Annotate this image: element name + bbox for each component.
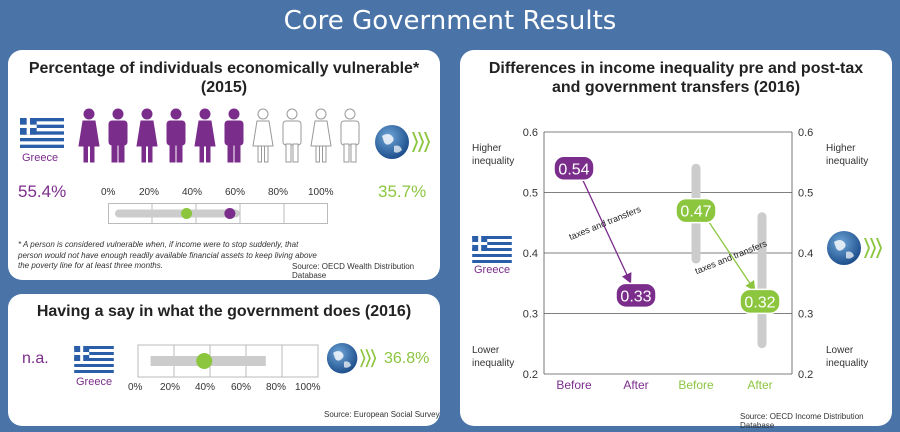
person-icon-vulnerable — [194, 108, 216, 163]
x-label: Before — [678, 378, 714, 392]
oecd-logo-icon — [326, 342, 377, 374]
person-icon — [282, 108, 302, 163]
inequality-panel: Differences in income inequality pre and… — [460, 50, 892, 430]
oecd-before-label: 0.47 — [680, 204, 711, 221]
x-label: After — [623, 378, 648, 392]
oecd-value: 35.7% — [378, 182, 427, 201]
having-say-scale — [137, 344, 319, 378]
scale-tick: 20% — [160, 382, 181, 393]
oecd-logo-icon — [827, 231, 882, 265]
y-tick-label: 0.2 — [523, 369, 538, 381]
greece-label: Greece — [474, 264, 511, 276]
person-icon-vulnerable — [78, 108, 100, 163]
x-label: Before — [556, 378, 592, 392]
vulnerability-scale — [108, 203, 328, 224]
greece-dot — [224, 208, 236, 219]
oecd-logo-icon — [375, 125, 430, 159]
person-icon-vulnerable — [136, 108, 158, 163]
people-icons — [78, 108, 360, 163]
oecd-after-pill — [739, 288, 781, 315]
lower-inequality-right: Lower inequality — [826, 345, 869, 369]
y-tick-label: 0.6 — [798, 127, 813, 139]
vulnerability-note: * A person is considered vulnerable when… — [18, 240, 317, 270]
y-tick-label: 0.4 — [523, 248, 538, 260]
y-tick-label: 0.6 — [523, 127, 538, 139]
greece-after-label: 0.33 — [620, 288, 651, 305]
person-icon — [310, 108, 332, 163]
oecd-value: 36.8% — [384, 350, 430, 367]
oecd-dot — [196, 353, 213, 369]
scale-tick: 100% — [295, 382, 321, 393]
page-title: Core Government Results — [283, 6, 617, 36]
greece-arrow — [581, 178, 632, 284]
x-label: After — [747, 378, 772, 392]
person-icon — [340, 108, 360, 163]
scale-tick: 0% — [128, 382, 143, 393]
oecd-arrow — [707, 220, 756, 292]
arrow-label: taxes and transfers — [568, 204, 643, 242]
vulnerability-panel: Percentage of individuals economically v… — [8, 50, 440, 280]
inequality-source: Source: OECD Income Distribution Databas… — [740, 412, 864, 430]
scale-tick: 80% — [266, 382, 287, 393]
greece-label: Greece — [22, 152, 59, 164]
person-icon — [252, 108, 274, 163]
greece-flag-icon — [472, 236, 512, 263]
vulnerability-title: Percentage of individuals economically v… — [28, 60, 420, 96]
scale-tick: 100% — [308, 187, 334, 198]
vulnerability-source: Source: OECD Wealth Distribution Databas… — [292, 262, 415, 280]
oecd-after-label: 0.32 — [744, 294, 775, 311]
having-say-source: Source: European Social Survey — [324, 410, 440, 419]
arrow-label: taxes and transfers — [694, 238, 769, 276]
greece-after-pill — [615, 282, 657, 309]
scale-tick: 60% — [225, 187, 246, 198]
person-icon-vulnerable — [224, 108, 244, 163]
greece-flag-icon — [74, 346, 114, 373]
y-tick-label: 0.3 — [798, 309, 813, 321]
person-icon-vulnerable — [166, 108, 186, 163]
y-tick-label: 0.4 — [798, 248, 813, 260]
scale-tick: 40% — [195, 382, 216, 393]
oecd-dot — [181, 208, 193, 219]
y-tick-label: 0.5 — [798, 188, 813, 200]
inequality-title: Differences in income inequality pre and… — [488, 60, 864, 96]
scale-tick: 40% — [182, 187, 203, 198]
scale-tick: 80% — [268, 187, 289, 198]
greece-before-label: 0.54 — [558, 161, 589, 178]
higher-inequality-right: Higher inequality — [826, 143, 869, 167]
greece-flag-icon — [20, 118, 64, 148]
inequality-chart: 0.6 0.6 0.5 0.5 0.4 0.4 0.3 0.3 0.2 0.2 Before Afte… — [523, 127, 814, 392]
y-tick-label: 0.3 — [523, 309, 538, 321]
scale-tick: 0% — [101, 187, 116, 198]
greece-before-pill — [553, 155, 595, 182]
scale-tick: 20% — [139, 187, 160, 198]
greece-value: 55.4% — [18, 182, 67, 201]
greece-value: n.a. — [22, 350, 49, 367]
oecd-before-pill — [675, 197, 717, 224]
higher-inequality-left: Higher inequality — [472, 143, 515, 167]
y-tick-label: 0.5 — [523, 188, 538, 200]
y-tick-label: 0.2 — [798, 369, 813, 381]
lower-inequality-left: Lower inequality — [472, 345, 515, 369]
greece-label: Greece — [76, 376, 113, 388]
having-say-title: Having a say in what the government does… — [36, 303, 412, 320]
person-icon-vulnerable — [108, 108, 128, 163]
scale-tick: 60% — [231, 382, 252, 393]
having-say-panel: Having a say in what the government does… — [8, 294, 440, 426]
